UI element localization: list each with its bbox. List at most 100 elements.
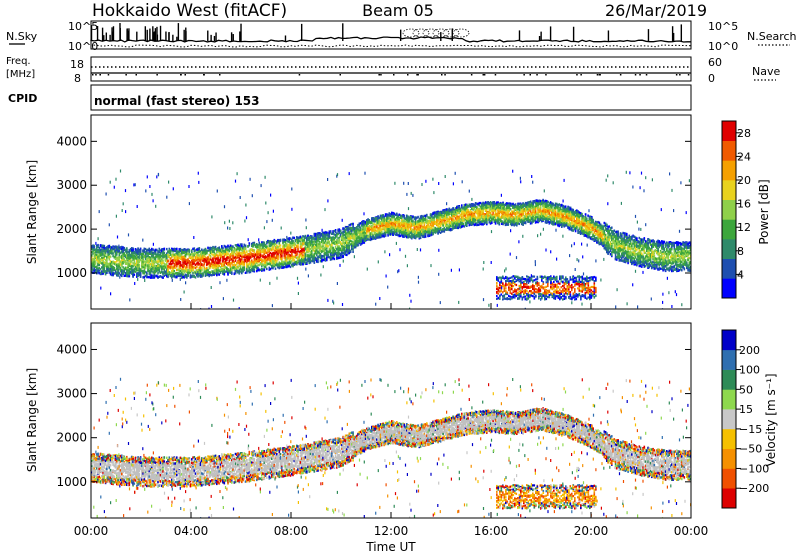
power-pixel (271, 259, 273, 262)
power-pixel (377, 232, 379, 235)
power-pixel (174, 261, 177, 264)
power-pixel (248, 254, 251, 257)
power-pixel (161, 264, 163, 267)
power-pixel (241, 244, 243, 248)
power-pixel (188, 260, 191, 263)
power-pixel (366, 219, 368, 222)
power-pixel (322, 255, 324, 258)
power-pixel (111, 249, 113, 252)
power-pixel (97, 258, 99, 261)
power-pixel (209, 254, 212, 257)
power-pixel (96, 258, 98, 261)
power-pixel (271, 266, 273, 270)
power-pixel (327, 253, 329, 257)
power-pixel (191, 251, 193, 254)
power-pixel (122, 272, 124, 275)
power-pixel (186, 267, 188, 270)
power-pixel (332, 257, 334, 260)
power-pixel (306, 240, 308, 243)
power-pixel (109, 245, 112, 249)
power-pixel (211, 250, 213, 254)
noise-search-loop (422, 28, 440, 38)
power-pixel (261, 269, 263, 272)
power-pixel (257, 255, 259, 259)
power-pixel (336, 251, 338, 255)
power-pixel (257, 267, 259, 270)
power-pixel (347, 244, 349, 248)
power-pixel (153, 267, 156, 270)
power-pixel (326, 257, 328, 260)
power-pixel (293, 256, 296, 259)
power-pixel (219, 257, 222, 260)
power-pixel (308, 238, 311, 241)
power-pixel (273, 255, 276, 258)
power-pixel (147, 275, 149, 279)
power-pixel (353, 238, 356, 242)
power-pixel (259, 268, 262, 272)
power-pixel (372, 217, 374, 220)
power-pixel (388, 229, 391, 232)
power-pixel (306, 247, 308, 250)
power-pixel (186, 276, 188, 279)
power-pixel (211, 264, 213, 268)
power-pixel (222, 251, 224, 255)
power-pixel (258, 259, 261, 262)
power-pixel (174, 263, 177, 267)
power-pixel (222, 249, 224, 253)
freq-dot (184, 74, 186, 76)
power-pixel (104, 248, 107, 252)
power-pixel (174, 257, 177, 260)
power-pixel (101, 249, 103, 252)
power-pixel (171, 275, 173, 278)
power-pixel (308, 259, 311, 262)
power-pixel (386, 225, 388, 228)
power-pixel (361, 230, 363, 233)
power-pixel (189, 267, 192, 271)
power-pixel (208, 267, 211, 270)
power-pixel (233, 247, 236, 250)
power-pixel (118, 252, 121, 255)
power-pixel (248, 266, 251, 270)
power-pixel (342, 234, 344, 237)
power-pixel (299, 252, 302, 256)
power-pixel (128, 263, 131, 266)
power-pixel (183, 276, 186, 279)
power-pixel (314, 250, 317, 253)
power-pixel (382, 224, 384, 228)
power-pixel (99, 268, 102, 271)
power-pixel (229, 271, 232, 274)
power-pixel (333, 251, 336, 254)
power-pixel (116, 274, 118, 277)
power-pixel (172, 259, 174, 262)
power-pixel (339, 255, 342, 259)
power-pixel (339, 247, 342, 250)
power-pixel (211, 259, 213, 262)
power-pixel (92, 248, 94, 251)
power-pixel (346, 248, 348, 252)
power-pixel (389, 213, 392, 216)
power-pixel (232, 266, 234, 269)
power-pixel (139, 251, 142, 255)
power-pixel (179, 257, 182, 260)
power-pixel (224, 257, 227, 261)
power-pixel (267, 240, 269, 244)
power-pixel (252, 241, 254, 245)
power-pixel (167, 250, 169, 253)
power-pixel (281, 260, 283, 263)
power-pixel (184, 248, 187, 251)
power-pixel (97, 249, 99, 252)
power-pixel (386, 219, 388, 222)
power-pixel (346, 245, 348, 249)
power-pixel (158, 257, 161, 260)
power-pixel (307, 256, 309, 260)
power-pixel (207, 246, 209, 249)
power-pixel (334, 245, 337, 248)
power-pixel (349, 237, 352, 240)
power-pixel (367, 230, 369, 233)
power-pixel (219, 248, 222, 251)
power-pixel (144, 263, 147, 267)
power-pixel (154, 270, 157, 273)
power-pixel (183, 251, 186, 255)
power-pixel (137, 262, 139, 265)
power-pixel (293, 247, 296, 251)
